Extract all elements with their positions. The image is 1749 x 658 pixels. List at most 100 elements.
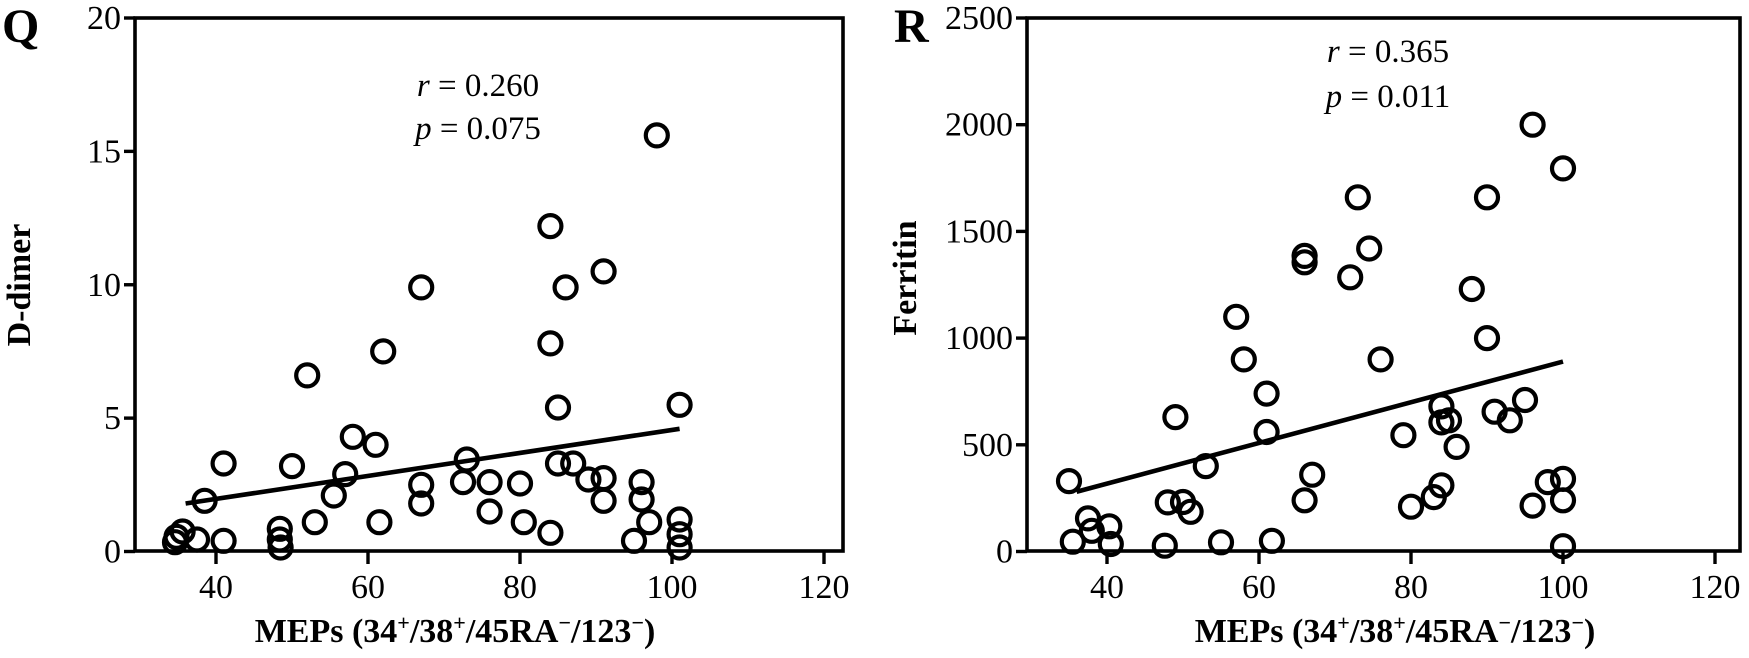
scatter-point (544, 450, 572, 477)
scatter-point (1397, 493, 1425, 520)
y-tick-label: 1000 (945, 320, 1013, 357)
trend-line (1076, 359, 1564, 494)
scatter-point (643, 122, 670, 149)
scatter-point (1192, 453, 1219, 480)
scatter-point (1356, 235, 1383, 262)
scatter-point (408, 471, 435, 498)
scatter-point (1367, 346, 1394, 373)
y-tick-label: 0 (104, 534, 121, 571)
x-tick-label: 80 (503, 569, 537, 606)
x-tick-label: 60 (1242, 569, 1276, 606)
scatter-point (1549, 487, 1577, 514)
scatter-point (1097, 530, 1124, 558)
scatter-point (628, 469, 655, 496)
scatter-point (1151, 532, 1178, 559)
scatter-point (1344, 184, 1371, 211)
scatter-point (1428, 393, 1455, 420)
scatter-point (552, 274, 579, 301)
scatter-point (1096, 513, 1123, 540)
trend-line (185, 426, 680, 506)
scatter-point (1443, 433, 1470, 460)
y-tick-label: 10 (87, 267, 121, 304)
scatter-point (362, 431, 389, 458)
x-tick-label: 100 (1538, 569, 1589, 606)
scatter-point (191, 487, 218, 514)
x-tick-label: 80 (1394, 569, 1428, 606)
scatter-point (266, 515, 293, 542)
scatter-point (1420, 484, 1447, 511)
scatter-point (320, 482, 347, 509)
scatter-point (408, 274, 435, 301)
r-annotation: r = 0.365 (1327, 34, 1449, 70)
scatter-point (1253, 380, 1280, 407)
y-tick-label: 20 (87, 0, 121, 37)
y-axis-title: Ferritin (887, 220, 924, 335)
panel-Q: Q 40 60 80 100 120 0 5 10 15 20 MEPs (34+/38+/45RA… (1, 0, 850, 650)
panel-letter-q: Q (2, 0, 39, 53)
y-axis-title: D-dimer (1, 224, 38, 347)
scatter-point (332, 461, 359, 488)
scatter-point (620, 527, 648, 554)
scatter-point (510, 509, 537, 536)
scatter-point (537, 213, 564, 240)
scatter-point (636, 509, 663, 536)
scatter-point (1253, 418, 1280, 446)
y-tick-label: 5 (104, 400, 121, 437)
scatter-point (1473, 325, 1501, 352)
scatter-point (1177, 498, 1204, 525)
scatter-point (1055, 468, 1083, 495)
scatter-point (1223, 303, 1250, 330)
scatter-point (476, 498, 503, 525)
y-tick-label: 15 (87, 133, 121, 170)
scatter-point (666, 534, 693, 561)
scatter-point (1519, 111, 1546, 138)
scatter-point (1390, 422, 1417, 449)
scatter-point (1154, 489, 1181, 516)
scatter-point (1519, 492, 1546, 519)
scatter-point (267, 534, 294, 561)
scatter-point (1473, 184, 1501, 211)
scatter-point (366, 509, 393, 536)
scatter-point (1458, 275, 1485, 303)
scatter-point (210, 450, 237, 477)
scatter-point (408, 490, 435, 517)
scatter-point (370, 338, 397, 365)
y-tick-label: 500 (962, 427, 1013, 464)
p-annotation: p = 0.011 (1324, 79, 1451, 115)
scatter-point (1496, 407, 1523, 434)
scatter-point (666, 521, 693, 548)
scatter-point (1291, 487, 1318, 514)
x-tick-label: 40 (1090, 569, 1124, 606)
scatter-point (537, 330, 564, 357)
scatter-point (628, 486, 655, 513)
scatter-point (1299, 461, 1326, 488)
scatter-point (210, 527, 237, 554)
scatter-point (1207, 529, 1235, 556)
scatter-point (278, 453, 306, 480)
panel-letter-r: R (894, 0, 930, 53)
y-tick-label: 2000 (945, 107, 1013, 144)
scatter-point (1549, 533, 1577, 560)
scatter-point (449, 469, 477, 496)
scatter-point (544, 394, 572, 421)
scatter-point (161, 529, 189, 556)
r-annotation: r = 0.260 (417, 68, 539, 104)
scatter-point (339, 423, 366, 450)
y-tick-label: 1500 (945, 213, 1013, 250)
scatter-point (1549, 465, 1577, 492)
scatter-point (1337, 264, 1364, 291)
x-tick-label: 120 (1690, 569, 1741, 606)
y-tick-label: 2500 (945, 0, 1013, 37)
scatter-point (537, 519, 564, 546)
scatter-point (294, 362, 321, 389)
scatter-point (1511, 386, 1539, 414)
scatter-point (1291, 249, 1318, 276)
scatter-point (590, 487, 617, 514)
scatter-point (301, 509, 328, 536)
scatter-point (560, 450, 587, 477)
scatter-point (1059, 528, 1086, 555)
p-annotation: p = 0.075 (413, 111, 541, 147)
x-axis-title: MEPs (34+/38+/45RA−/123−) (255, 610, 656, 650)
panel-R: R 40 60 80 100 120 0 500 1000 1500 2000 2500 MEPs (… (887, 0, 1742, 650)
